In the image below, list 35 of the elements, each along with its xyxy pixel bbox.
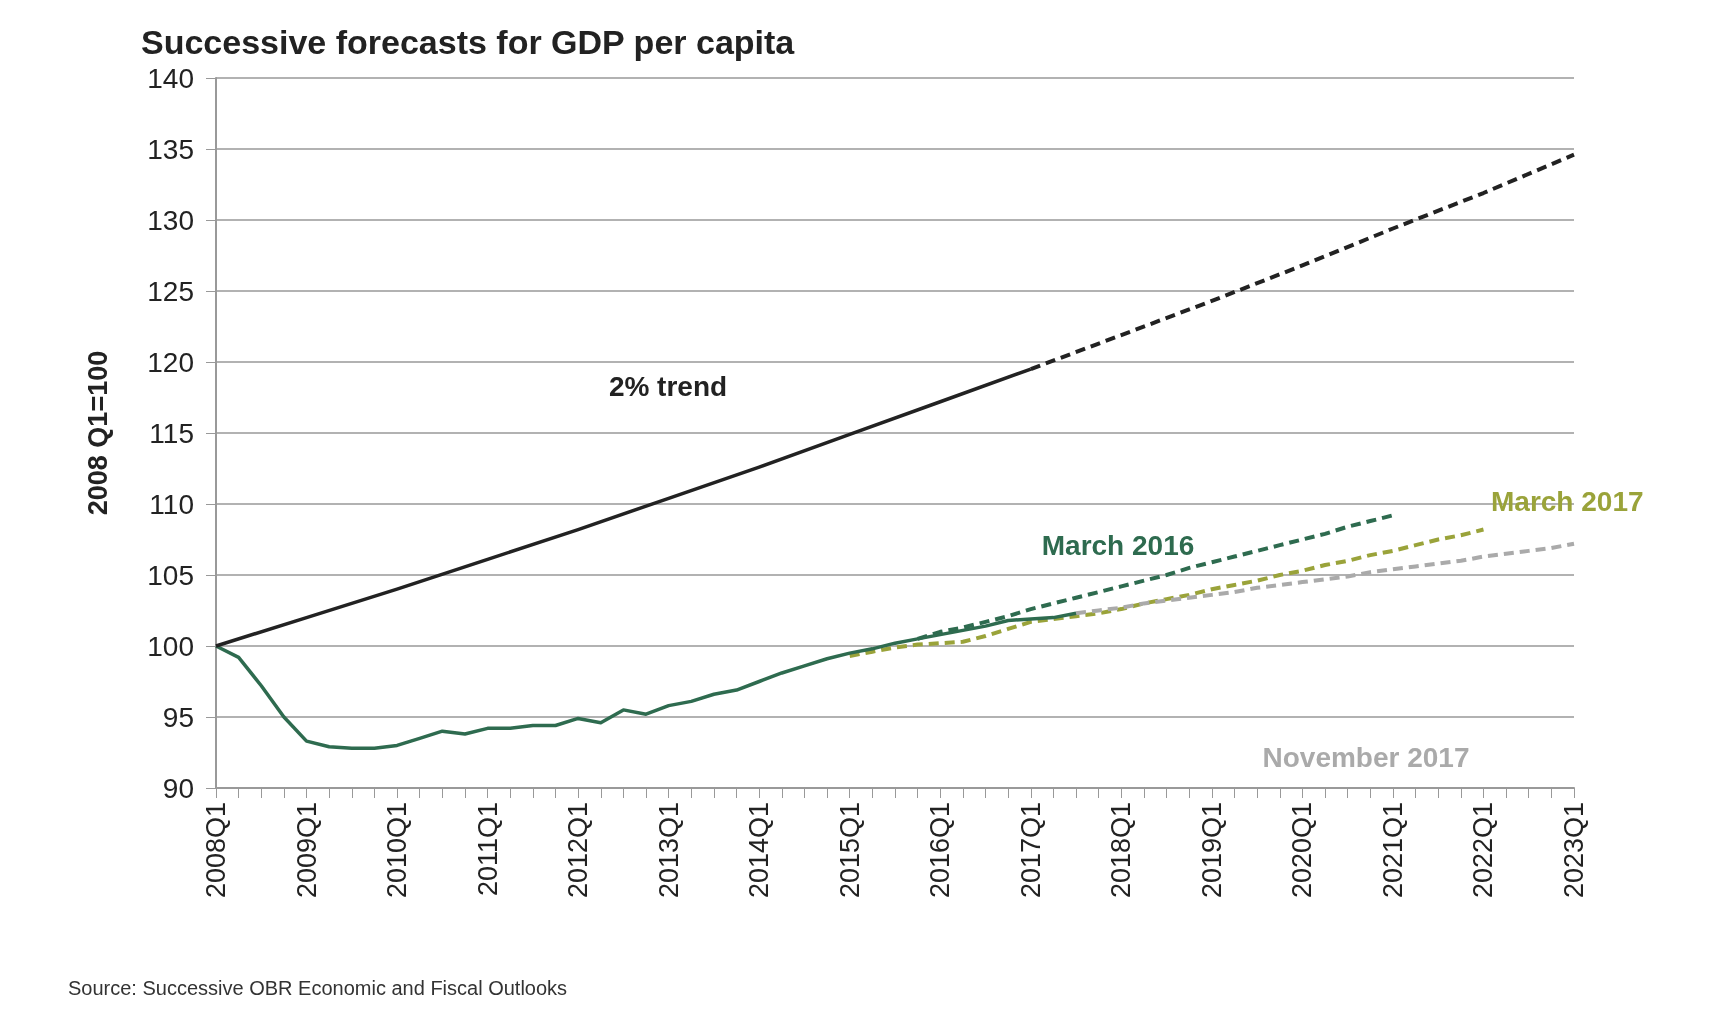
series-label: March 2017 <box>1491 485 1644 517</box>
x-tick-label: 2008Q1 <box>201 802 231 899</box>
x-tick-label: 2021Q1 <box>1377 802 1408 899</box>
x-tick-label: 2013Q1 <box>653 802 684 899</box>
x-tick-label: 2010Q1 <box>382 802 413 899</box>
y-axis-title: 2008 Q1=100 <box>82 350 113 516</box>
source-note: Source: Successive OBR Economic and Fiscal Outlooks <box>68 977 568 999</box>
x-tick-label: 2012Q1 <box>563 802 594 899</box>
x-tick-label: 2016Q1 <box>925 802 956 899</box>
text: 2% trend <box>608 370 728 402</box>
x-tick-label: 2011Q1 <box>472 802 503 897</box>
y-tick-label: 130 <box>147 204 194 236</box>
y-tick-label: 90 <box>162 772 194 804</box>
x-tick-label: 2020Q1 <box>1287 802 1318 899</box>
y-tick-label: 135 <box>147 133 194 165</box>
y-tick-label: 105 <box>147 559 194 591</box>
series-label: March 2016 <box>1041 529 1195 561</box>
line-series <box>847 527 1486 658</box>
y-tick-label: 125 <box>147 275 194 307</box>
y-tick-label: 140 <box>147 62 194 94</box>
y-tick-label: 110 <box>149 488 194 520</box>
y-tick-label: 100 <box>147 630 194 662</box>
x-tick-label: 2022Q1 <box>1468 802 1499 899</box>
chart-title: Successive forecasts for GDP per capita <box>141 23 796 61</box>
x-tick-label: 2009Q1 <box>291 802 322 899</box>
x-tick-label: 2019Q1 <box>1196 802 1227 899</box>
y-tick-label: 115 <box>149 417 194 449</box>
y-tick-label: 120 <box>147 346 194 378</box>
x-tick-label: 2015Q1 <box>834 802 865 899</box>
text: November 2017 <box>1262 741 1470 773</box>
x-tick-label: 2017Q1 <box>1015 802 1046 899</box>
x-tick-label: 2023Q1 <box>1559 802 1589 899</box>
y-tick-label: 95 <box>162 701 194 733</box>
x-tick-label: 2018Q1 <box>1106 802 1137 899</box>
x-tick-label: 2014Q1 <box>744 802 775 899</box>
